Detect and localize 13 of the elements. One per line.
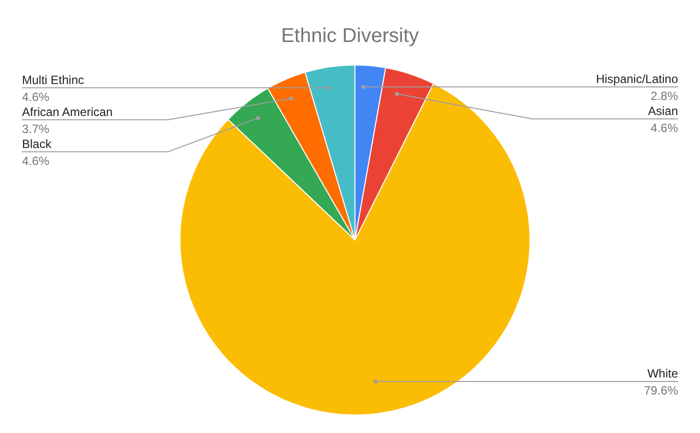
slice-label: Asian	[648, 104, 678, 118]
data-label: 2.8%	[650, 88, 678, 103]
slice-label: African American	[22, 104, 113, 119]
data-label: 4.6%	[22, 90, 50, 104]
slice-label: Hispanic/Latino	[596, 72, 678, 86]
data-label: 4.6%	[650, 120, 678, 135]
slice-label: Black	[22, 136, 52, 151]
data-label: 3.7%	[22, 122, 50, 136]
slice-label: White	[647, 366, 678, 381]
data-label: 4.6%	[22, 154, 50, 168]
slice-label: Multi Ethinc	[22, 72, 84, 87]
chart-title: Ethnic Diversity	[281, 25, 419, 47]
data-label: 79.6%	[644, 384, 678, 398]
